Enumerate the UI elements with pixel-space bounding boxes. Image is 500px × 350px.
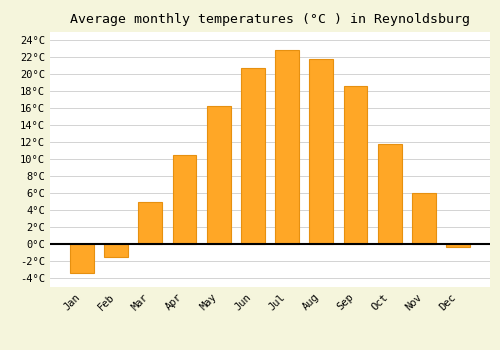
Bar <box>344 86 367 244</box>
Bar <box>275 50 299 244</box>
Bar <box>241 68 265 244</box>
Bar <box>70 244 94 273</box>
Bar <box>378 144 402 244</box>
Title: Average monthly temperatures (°C ) in Reynoldsburg: Average monthly temperatures (°C ) in Re… <box>70 13 470 26</box>
Bar <box>104 244 128 257</box>
Bar <box>412 193 436 244</box>
Bar <box>138 202 162 244</box>
Bar <box>310 59 333 244</box>
Bar <box>172 155 197 244</box>
Bar <box>446 244 470 247</box>
Bar <box>207 106 231 244</box>
